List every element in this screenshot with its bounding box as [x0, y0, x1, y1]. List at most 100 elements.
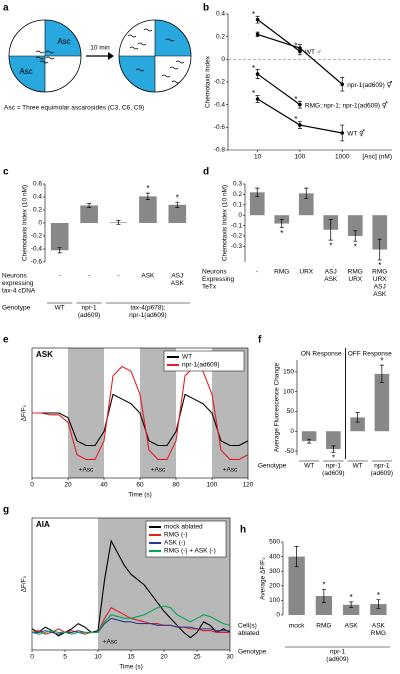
bar — [374, 373, 390, 432]
error-bar — [379, 364, 384, 383]
error-bar — [297, 100, 302, 109]
error-bar — [145, 192, 150, 200]
row-cell: - — [88, 273, 90, 280]
panel-letter: f — [258, 335, 262, 346]
row-label: Neurons — [2, 273, 27, 280]
row-cell: (ad609) — [371, 470, 393, 477]
error-bar — [349, 601, 354, 609]
y-axis-label: Average ΔF/F₀ — [260, 557, 267, 600]
series-line — [31, 605, 231, 635]
y-tick-label: 0 — [221, 56, 225, 63]
significance: * — [252, 89, 255, 98]
row-cell: ASJ — [171, 273, 183, 280]
panel-letter: a — [3, 3, 9, 14]
error-bar — [87, 203, 92, 208]
error-bar — [331, 445, 336, 453]
error-bar — [304, 187, 309, 199]
error-bar — [279, 219, 284, 229]
row-cell: WT — [353, 463, 363, 470]
significance: * — [252, 64, 255, 73]
y-axis-label: ΔF/F₀ — [21, 575, 28, 592]
error-bar — [340, 77, 345, 92]
y-tick-label: 400 — [269, 553, 280, 560]
asc-quadrant — [155, 20, 191, 56]
y-tick-label: -0.4 — [31, 246, 43, 253]
x-axis-label: [Asc] (nM) — [362, 154, 392, 161]
legend-label: npr-1(ad609) — [182, 362, 220, 369]
y-axis-label: Chemotaxis Index (10 nM) — [222, 185, 229, 261]
inset-label: AIA — [36, 520, 50, 529]
panel-letter: h — [240, 525, 246, 536]
y-tick-label: 0.4 — [33, 194, 42, 201]
bar — [315, 596, 333, 615]
stimulus-label: +Asc — [103, 639, 118, 646]
significance: * — [280, 229, 283, 238]
x-tick-label: 30 — [226, 654, 234, 661]
error-bar — [321, 589, 326, 603]
y-tick-label: 0 — [290, 428, 294, 435]
stimulus-label: +Asc — [151, 467, 166, 474]
y-tick-label: -50 — [285, 448, 295, 455]
significance: * — [322, 581, 325, 590]
row-cell: npr-1 — [374, 463, 390, 470]
error-bar — [255, 187, 260, 197]
significance: * — [294, 95, 297, 104]
y-tick-label: -0.8 — [214, 147, 226, 154]
worms — [127, 28, 185, 84]
y-tick-label: 0.2 — [233, 191, 242, 198]
row-cell: npr-1 — [82, 305, 98, 312]
footnote: Asc = Three equimolar ascarosides (C3, C… — [4, 105, 144, 112]
row-cell: WT — [304, 463, 314, 470]
row-cell: (ad609) — [326, 656, 348, 663]
significance: * — [146, 184, 149, 193]
significance: * — [329, 241, 332, 250]
row-cell: ASK — [372, 623, 386, 630]
row-cell: URX — [373, 276, 387, 283]
x-tick-label: 1000 — [335, 154, 350, 161]
error-bar — [355, 412, 360, 423]
row-cell: WT — [55, 305, 65, 312]
panel-letter: e — [3, 335, 9, 346]
y-tick-label: -0.2 — [231, 233, 243, 240]
bar — [350, 417, 365, 432]
stimulus-band — [68, 348, 104, 478]
row-cell: (ad609) — [78, 312, 100, 319]
significance: * — [294, 115, 297, 124]
bar — [342, 604, 360, 615]
row-cell: npr-1 — [326, 463, 342, 470]
series-line — [32, 365, 249, 460]
series-label: RMG::npr-1; npr-1(ad609) ⚥ — [305, 100, 388, 109]
error-bar — [57, 247, 62, 254]
x-axis-label: Time (s) — [119, 664, 143, 671]
x-tick-label: 0 — [30, 482, 34, 489]
row-cell: RMG — [348, 269, 363, 276]
stimulus-label: +Asc — [79, 467, 94, 474]
bar — [139, 196, 157, 223]
error-bar — [307, 438, 312, 444]
x-tick-label: 20 — [64, 482, 72, 489]
asc-label: Asc — [57, 37, 70, 46]
y-axis-label: Chemotaxis Index (10 nM) — [22, 185, 29, 261]
x-axis-label: Time (s) — [128, 492, 152, 499]
x-tick-label: 80 — [172, 482, 180, 489]
significance: * — [377, 591, 380, 600]
y-tick-label: -0.2 — [31, 233, 43, 240]
error-bar — [294, 546, 299, 568]
y-tick-label: 50 — [287, 408, 295, 415]
bar — [50, 223, 69, 251]
row-label: expressing — [2, 280, 34, 287]
row-cell: - — [256, 269, 258, 276]
bar — [301, 431, 317, 442]
y-tick-label: 150 — [283, 369, 294, 376]
legend-label: RMG (-) + ASK (-) — [164, 548, 216, 555]
row-cell: URX — [348, 276, 362, 283]
y-tick-label: 300 — [269, 568, 280, 575]
bar — [249, 192, 265, 216]
y-tick-label: 0 — [276, 612, 280, 619]
legend-box — [163, 350, 245, 372]
row-label: Genotype — [238, 649, 267, 656]
y-tick-label: -0.2 — [214, 79, 226, 86]
error-bar — [297, 44, 302, 52]
row-cell: ASJ — [325, 269, 337, 276]
